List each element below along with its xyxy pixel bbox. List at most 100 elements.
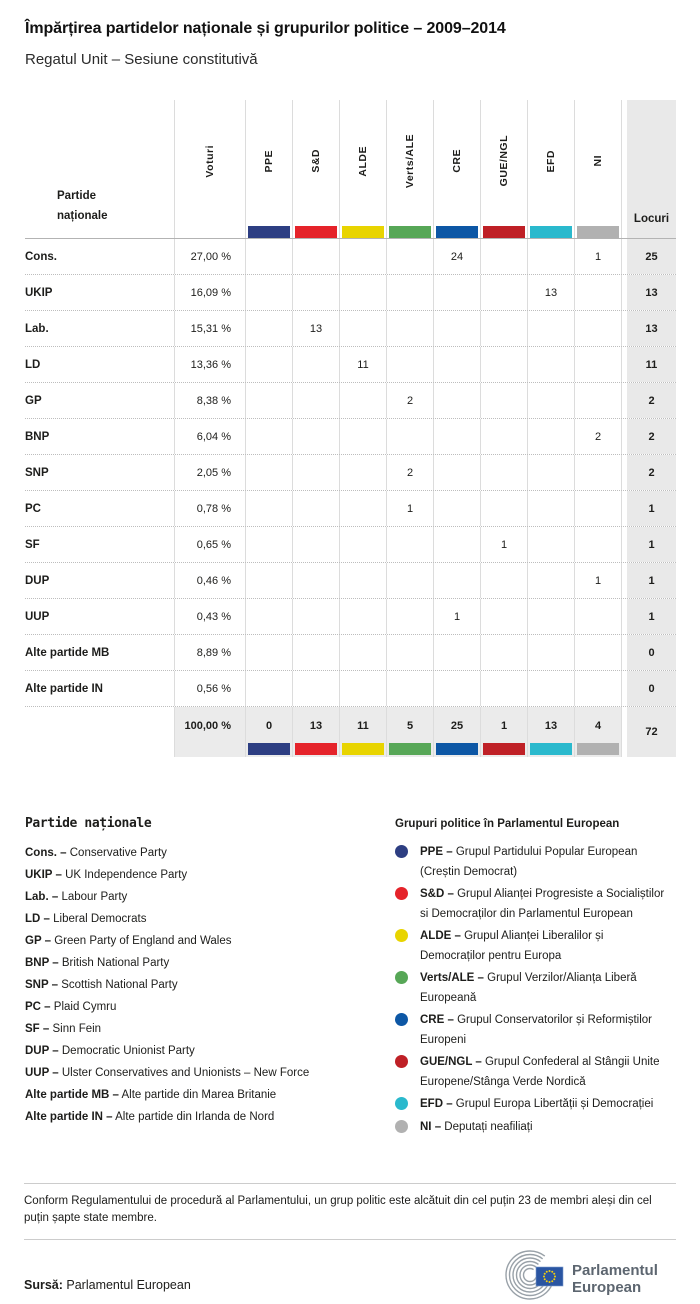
group-legend-item: NI – Deputați neafiliați [395,1118,676,1138]
group-abbreviation: PPE – [420,846,453,858]
group-seats-cell [386,635,433,670]
group-color-bar [295,743,337,755]
page-title: Împărțirea partidelor naționale și grupu… [25,20,506,37]
group-seats-cell: 1 [433,599,480,634]
group-legend-item: S&D – Grupul Alianței Progresiste a Soci… [395,885,676,924]
group-seats-cell [292,275,339,310]
column-gap [621,671,627,706]
group-legend-text: EFD – Grupul Europa Libertății și Democr… [420,1095,670,1115]
group-total-cell: 1 [480,707,527,757]
group-seats-cell [386,563,433,598]
group-seats-cell [245,275,292,310]
party-abbreviation: BNP – [25,957,59,969]
group-full-name: Grupul Confederal al Stângii Unite Europ… [420,1056,660,1088]
group-seats-cell [339,455,386,490]
group-seats-cell [433,419,480,454]
seats-total-cell: 0 [627,671,676,706]
group-abbreviation: S&D – [420,888,454,900]
group-color-dot [395,1097,408,1110]
group-seats-cell [245,563,292,598]
total-party-cell [25,707,174,757]
party-name-cell: UKIP [25,286,53,299]
logo-text-line1: Parlamentul [572,1262,658,1279]
group-color-bar [483,226,525,238]
party-name-cell: PC [25,502,41,515]
group-legend-item: EFD – Grupul Europa Libertății și Democr… [395,1095,676,1115]
group-color-dot [395,1119,408,1133]
group-seats-cell: 2 [574,419,621,454]
party-full-name: Labour Party [61,891,128,903]
party-legend-item: BNP – British National Party [25,952,375,974]
table-body: Cons. 27,00 % 24 1 25 UKIP 16,09 % 13 13 Lab. 15,3… [25,239,676,707]
group-seats-cell [292,239,339,274]
group-column-label: ALDE [357,145,369,177]
group-color-bar [530,226,572,238]
group-seats-cell [480,491,527,526]
party-full-name: Green Party of England and Wales [54,935,232,947]
group-seats-cell [292,419,339,454]
party-full-name: UK Independence Party [65,869,188,881]
group-seats-cell [527,383,574,418]
group-seats-cell [245,599,292,634]
party-legend-item: Alte partide IN – Alte partide din Irlan… [25,1106,375,1128]
party-legend-item: Lab. – Labour Party [25,886,375,908]
party-abbreviation: GP – [25,935,51,947]
group-color-bar [530,743,572,755]
group-abbreviation: GUE/NGL – [420,1056,482,1068]
party-name-cell: BNP [25,430,50,443]
group-column-header-cell: ALDE [339,100,386,238]
group-legend-item: CRE – Grupul Conservatorilor și Reformiș… [395,1011,676,1050]
group-seats-cell [245,455,292,490]
group-seats-cell [292,671,339,706]
group-seats-cell [574,671,621,706]
party-abbreviation: DUP – [25,1045,59,1057]
votes-cell: 0,46 % [174,563,245,598]
group-legend-text: CRE – Grupul Conservatorilor și Reformiș… [420,1011,670,1050]
group-seats-cell [386,347,433,382]
groups-legend: Grupuri politice în Parlamentul European… [395,816,676,1140]
logo-text-line2: European [572,1279,641,1296]
group-seats-cell [433,455,480,490]
party-abbreviation: Cons. – [25,847,67,859]
group-legend-text: Verts/ALE – Grupul Verzilor/Alianța Libe… [420,969,670,1008]
group-total-value: 5 [406,720,414,732]
party-full-name: Alte partide din Irlanda de Nord [115,1111,275,1123]
group-seats-cell [386,671,433,706]
seats-total-cell: 13 [627,275,676,310]
seats-total-cell: 1 [627,599,676,634]
group-seats-cell [480,599,527,634]
party-full-name: Ulster Conservatives and Unionists – New… [61,1067,310,1079]
group-color-dot [395,971,408,984]
group-legend-item: ALDE – Grupul Alianței Liberalilor și De… [395,927,676,966]
votes-cell: 0,65 % [174,527,245,562]
column-gap [621,100,627,238]
group-seats-cell [480,347,527,382]
group-seats-cell [386,311,433,346]
party-abbreviation: UKIP – [25,869,62,881]
group-seats-cell [433,671,480,706]
seats-total-cell: 2 [627,383,676,418]
group-seats-cell [339,491,386,526]
group-column-label: NI [592,155,604,167]
group-color-bar [342,743,384,755]
seats-table: Partide naționale Voturi PPE S&D ALDE Verts… [25,100,676,757]
group-seats-cell [574,599,621,634]
votes-cell: 13,36 % [174,347,245,382]
votes-cell: 27,00 % [174,239,245,274]
column-gap [621,347,627,382]
table-row: BNP 6,04 % 2 2 [25,419,676,455]
group-seats-cell [433,383,480,418]
group-seats-cell [245,671,292,706]
party-name-cell: LD [25,358,41,371]
party-name-cell: Cons. [25,250,57,263]
group-seats-cell [527,599,574,634]
group-legend-text: GUE/NGL – Grupul Confederal al Stângii U… [420,1053,670,1092]
party-legend-item: LD – Liberal Democrats [25,908,375,930]
column-gap [621,455,627,490]
party-full-name: Democratic Unionist Party [61,1045,195,1057]
column-gap [621,491,627,526]
votes-cell: 2,05 % [174,455,245,490]
group-seats-cell [245,635,292,670]
group-column-header-cell: S&D [292,100,339,238]
group-column-label: GUE/NGL [498,135,510,187]
